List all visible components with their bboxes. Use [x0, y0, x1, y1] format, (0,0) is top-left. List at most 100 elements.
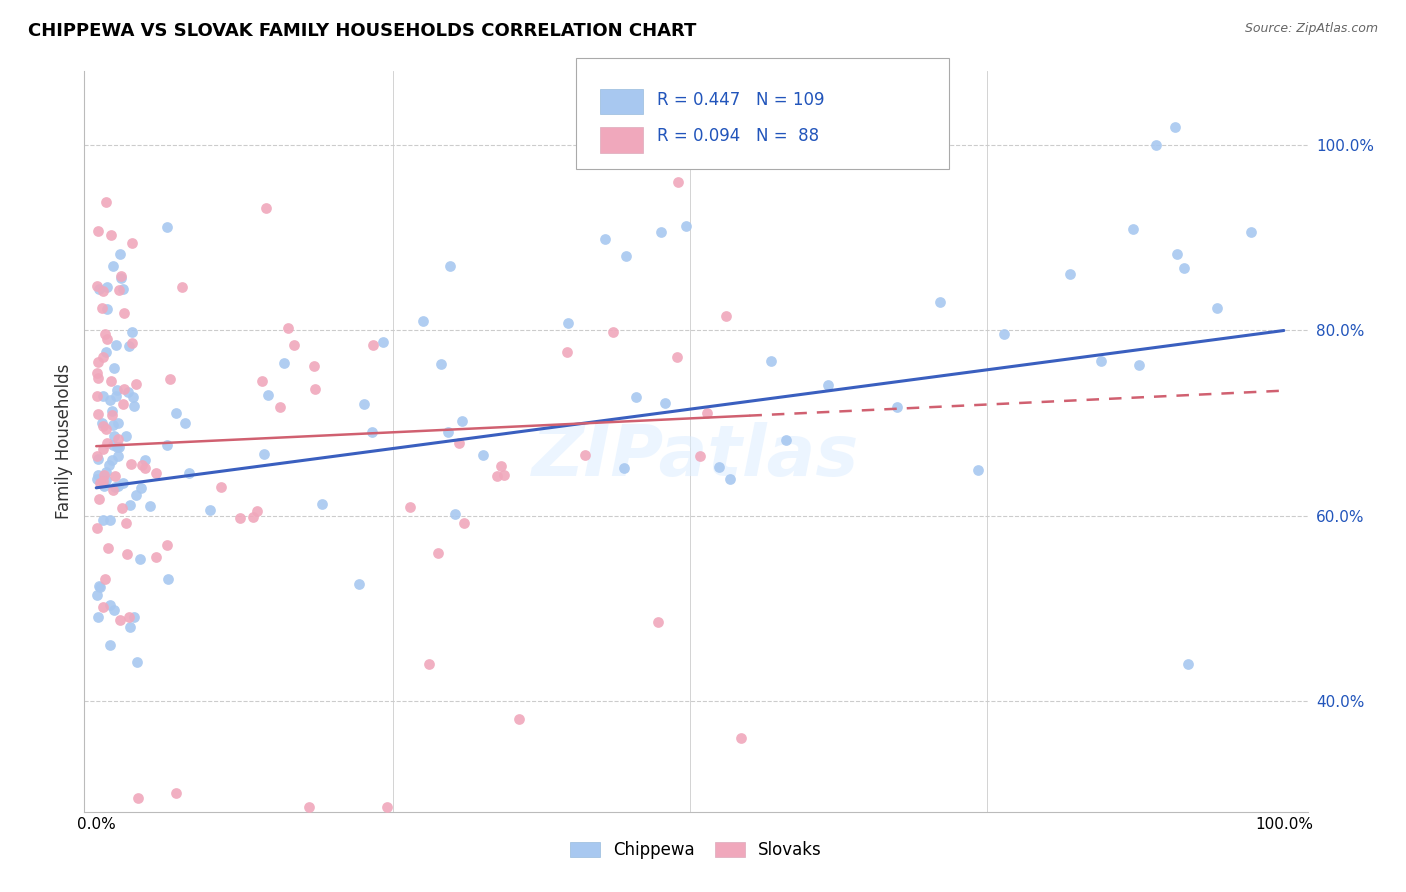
- Point: [112, 397, 135, 411]
- Point: [156, 572, 179, 586]
- Point: [98, 458, 121, 473]
- Point: [127, 790, 149, 805]
- Point: [108, 613, 131, 627]
- Point: [412, 314, 434, 328]
- Point: [100, 374, 122, 388]
- Point: [118, 338, 141, 352]
- Point: [1090, 354, 1112, 368]
- Point: [107, 449, 129, 463]
- Text: R = 0.447   N = 109: R = 0.447 N = 109: [657, 91, 824, 109]
- Point: [86, 588, 108, 602]
- Point: [86, 278, 108, 293]
- Point: [98, 599, 121, 613]
- Point: [87, 491, 110, 506]
- Point: [489, 458, 512, 473]
- Point: [110, 271, 132, 285]
- Text: R = 0.094   N =  88: R = 0.094 N = 88: [657, 127, 818, 145]
- Point: [93, 468, 115, 483]
- Point: [177, 466, 200, 480]
- Point: [91, 474, 114, 488]
- Point: [121, 235, 143, 250]
- Point: [87, 579, 110, 593]
- Point: [246, 504, 269, 518]
- Point: [242, 509, 264, 524]
- Point: [775, 434, 797, 448]
- Point: [654, 396, 676, 410]
- Point: [817, 378, 839, 392]
- Point: [377, 800, 399, 814]
- Point: [91, 442, 114, 456]
- Point: [91, 284, 114, 298]
- Point: [471, 448, 494, 462]
- Point: [94, 327, 117, 342]
- Point: [86, 450, 108, 464]
- Text: CHIPPEWA VS SLOVAK FAMILY HOUSEHOLDS CORRELATION CHART: CHIPPEWA VS SLOVAK FAMILY HOUSEHOLDS COR…: [28, 22, 696, 40]
- Point: [125, 376, 148, 391]
- Text: ZIPatlas: ZIPatlas: [533, 422, 859, 491]
- Point: [371, 334, 394, 349]
- Point: [174, 417, 197, 431]
- Point: [89, 581, 111, 595]
- Point: [110, 500, 132, 515]
- Point: [134, 452, 156, 467]
- Point: [91, 301, 114, 316]
- Point: [165, 786, 187, 800]
- Point: [131, 458, 153, 472]
- Point: [115, 547, 138, 561]
- Point: [613, 460, 636, 475]
- Point: [1059, 267, 1081, 281]
- Point: [96, 332, 118, 346]
- Point: [1166, 246, 1188, 260]
- Point: [121, 325, 143, 339]
- Point: [94, 422, 117, 436]
- Point: [304, 382, 326, 396]
- Point: [254, 201, 277, 215]
- Point: [114, 306, 136, 320]
- Point: [1240, 225, 1263, 239]
- Point: [103, 437, 125, 451]
- Point: [1206, 301, 1229, 315]
- Point: [269, 401, 291, 415]
- Point: [115, 429, 138, 443]
- Point: [118, 610, 141, 624]
- Point: [100, 228, 122, 243]
- Point: [96, 194, 118, 209]
- Point: [595, 232, 617, 246]
- Point: [107, 416, 129, 430]
- Point: [156, 438, 179, 452]
- Point: [399, 500, 422, 514]
- Point: [508, 712, 530, 726]
- Point: [111, 475, 134, 490]
- Point: [696, 406, 718, 420]
- Text: Source: ZipAtlas.com: Source: ZipAtlas.com: [1244, 22, 1378, 36]
- Point: [101, 404, 124, 418]
- Point: [156, 538, 179, 552]
- Point: [91, 513, 114, 527]
- Point: [134, 461, 156, 475]
- Point: [361, 425, 384, 439]
- Point: [117, 384, 139, 399]
- Point: [104, 469, 127, 483]
- Point: [555, 345, 578, 359]
- Point: [96, 302, 118, 317]
- Point: [198, 503, 221, 517]
- Point: [108, 440, 131, 454]
- Point: [229, 511, 252, 525]
- Point: [87, 354, 110, 368]
- Point: [86, 366, 108, 380]
- Point: [492, 467, 515, 482]
- Point: [89, 475, 111, 490]
- Point: [91, 600, 114, 615]
- Point: [283, 338, 305, 352]
- Y-axis label: Family Households: Family Households: [55, 364, 73, 519]
- Point: [155, 219, 177, 234]
- Point: [104, 389, 127, 403]
- Point: [624, 390, 647, 404]
- Point: [159, 372, 181, 386]
- Point: [430, 358, 453, 372]
- Point: [1164, 120, 1187, 134]
- Point: [209, 480, 232, 494]
- Point: [100, 392, 122, 407]
- Point: [967, 463, 990, 477]
- Point: [689, 449, 711, 463]
